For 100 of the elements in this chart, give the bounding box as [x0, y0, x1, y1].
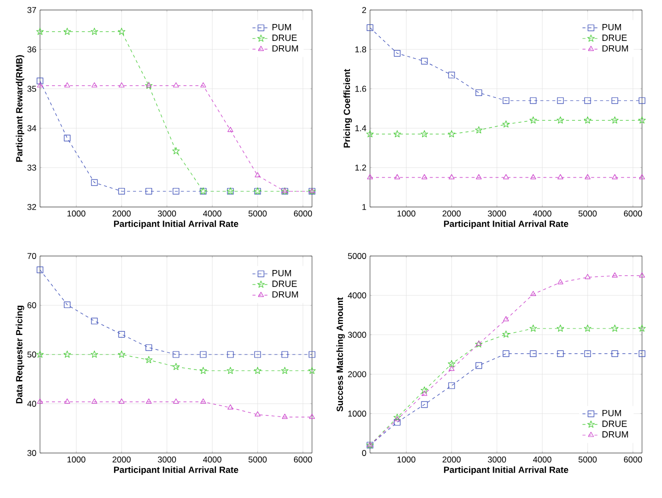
point [448, 360, 456, 368]
point [476, 174, 482, 180]
point [394, 50, 400, 57]
y-tick-label: 1.2 [355, 164, 366, 171]
y-tick-label: 1.4 [355, 125, 366, 132]
point [612, 174, 618, 180]
point [118, 28, 126, 35]
point [530, 97, 536, 104]
x-tick-label: 6000 [294, 456, 312, 463]
y-axis-title: Data Requester Pricing [16, 306, 24, 404]
point [421, 401, 428, 408]
legend-label: DRUE [272, 34, 297, 41]
point [394, 418, 400, 426]
x-axis-title: Participant Initial Arrival Rate [114, 220, 238, 229]
point [308, 351, 316, 358]
point [64, 301, 70, 308]
point [529, 324, 537, 332]
y-tick-label: 32 [27, 204, 36, 210]
y-tick-label: 36 [27, 46, 36, 52]
point [584, 274, 590, 280]
point [254, 172, 260, 178]
legend-label: PUM [272, 24, 291, 30]
legend-label: DRUE [602, 420, 627, 427]
x-tick-label: 1000 [67, 456, 86, 463]
point [530, 350, 536, 357]
x-tick-label: 6000 [624, 210, 642, 217]
point [172, 147, 180, 154]
point [173, 82, 179, 88]
point [393, 130, 401, 138]
legend-label: DRUE [272, 280, 297, 287]
point [146, 398, 152, 404]
y-tick-label: 4000 [348, 292, 366, 298]
point [366, 130, 374, 138]
y-tick-label: 2 [362, 7, 366, 13]
y-tick-label: 60 [28, 302, 36, 308]
point [172, 188, 180, 195]
point [228, 404, 234, 410]
x-tick-label: 5000 [578, 456, 597, 463]
legend-label: PUM [602, 410, 621, 416]
point [64, 398, 70, 404]
point [584, 324, 592, 332]
x-tick-label: 2000 [442, 210, 461, 217]
point [199, 366, 207, 374]
x-tick-label: 3000 [488, 210, 506, 217]
point [37, 398, 43, 404]
point [92, 82, 98, 88]
point [420, 386, 428, 394]
legend-label: DRUM [272, 291, 298, 298]
x-tick-label: 2000 [442, 456, 461, 463]
point [448, 72, 455, 78]
y-tick-label: 35 [27, 86, 36, 92]
point [282, 414, 288, 419]
point [557, 350, 564, 357]
point [638, 97, 646, 104]
x-tick-label: 5000 [578, 210, 597, 217]
legend-label: DRUM [602, 431, 628, 438]
legend-label: DRUM [272, 45, 298, 52]
point [448, 366, 454, 371]
point [254, 411, 260, 416]
point [422, 174, 428, 180]
point [556, 116, 564, 124]
point [530, 174, 536, 180]
point [308, 366, 316, 374]
point [530, 290, 536, 296]
point [639, 174, 645, 180]
point [448, 130, 456, 138]
x-tick-label: 1000 [67, 210, 86, 217]
point [393, 414, 401, 421]
y-tick-label: 50 [27, 352, 36, 358]
y-axis-title: Success Matching Amount [336, 297, 345, 412]
point [146, 344, 152, 351]
point [92, 398, 98, 404]
point [36, 28, 44, 35]
point [90, 28, 98, 35]
point [91, 179, 98, 186]
point [612, 350, 618, 357]
x-tick-label: 3000 [158, 210, 176, 217]
point [476, 89, 482, 96]
x-tick-label: 1000 [397, 210, 416, 217]
x-tick-label: 4000 [203, 210, 222, 217]
y-tick-label: 0 [362, 450, 366, 456]
point [118, 82, 124, 88]
point [394, 174, 400, 180]
y-tick-label: 37 [27, 7, 36, 13]
point [503, 174, 509, 180]
y-tick-label: 5000 [348, 253, 366, 259]
y-tick-label: 3000 [348, 332, 366, 338]
x-tick-label: 3000 [158, 456, 176, 463]
point [612, 97, 618, 104]
point [612, 272, 618, 278]
point [282, 351, 288, 358]
point [638, 116, 646, 124]
point [475, 126, 483, 134]
point [584, 174, 590, 180]
x-tick-label: 5000 [248, 456, 267, 463]
legend-label: DRUM [602, 45, 628, 52]
point [226, 366, 234, 374]
point [118, 350, 126, 358]
point [36, 78, 44, 84]
legend-label: PUM [602, 24, 621, 30]
